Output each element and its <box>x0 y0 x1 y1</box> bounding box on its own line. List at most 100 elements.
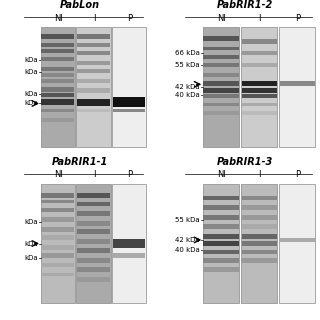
Bar <box>204 241 238 246</box>
Text: kDa: kDa <box>24 100 38 107</box>
Bar <box>77 69 110 73</box>
Bar <box>242 234 276 239</box>
Bar <box>41 227 74 232</box>
Bar <box>41 27 75 147</box>
Bar <box>77 229 110 234</box>
Bar <box>112 27 146 147</box>
Bar <box>77 202 110 206</box>
Bar <box>241 27 277 147</box>
Bar <box>41 263 74 267</box>
Text: NI: NI <box>54 14 63 23</box>
Bar <box>41 127 74 131</box>
Bar <box>41 217 74 222</box>
Bar <box>41 79 74 83</box>
Bar <box>77 79 110 83</box>
Bar <box>77 239 110 244</box>
Bar <box>242 205 276 210</box>
Bar <box>41 109 74 112</box>
Bar <box>77 268 110 272</box>
Text: 55 kDa: 55 kDa <box>175 62 200 68</box>
Text: 42 kDa: 42 kDa <box>175 237 200 243</box>
Bar <box>41 67 74 71</box>
Bar <box>76 184 110 303</box>
Bar <box>77 211 110 216</box>
Bar <box>77 248 110 253</box>
Bar <box>77 193 110 198</box>
Text: kDa: kDa <box>24 91 38 97</box>
Bar <box>242 196 276 200</box>
Bar <box>204 268 238 272</box>
Bar <box>76 27 110 147</box>
Bar <box>242 111 276 115</box>
Bar <box>204 55 238 59</box>
Text: 42 kDa: 42 kDa <box>175 84 200 90</box>
Text: I: I <box>93 171 95 180</box>
Bar <box>204 73 238 76</box>
Text: PabRIR1-1: PabRIR1-1 <box>52 157 108 167</box>
Bar <box>242 215 276 220</box>
Bar <box>41 43 74 47</box>
Bar <box>113 98 146 107</box>
Bar <box>204 258 238 263</box>
Bar <box>242 81 276 85</box>
Text: kDa: kDa <box>24 241 38 246</box>
Bar <box>41 118 74 122</box>
Bar <box>204 205 238 210</box>
Bar <box>77 61 110 65</box>
Bar <box>242 88 276 93</box>
Bar <box>242 241 276 246</box>
Bar <box>242 258 276 263</box>
Bar <box>112 184 146 303</box>
Bar <box>77 34 110 39</box>
Bar <box>41 273 74 276</box>
Bar <box>77 99 110 106</box>
Text: P: P <box>127 171 132 180</box>
Bar <box>41 208 74 212</box>
Bar <box>242 250 276 254</box>
Bar <box>204 111 238 115</box>
Text: kDa: kDa <box>24 255 38 261</box>
Text: P: P <box>127 14 132 23</box>
Bar <box>242 63 276 67</box>
Bar <box>204 250 238 254</box>
Bar <box>41 200 74 204</box>
Text: kDa: kDa <box>24 219 38 225</box>
Bar <box>280 237 315 242</box>
Text: kDa: kDa <box>24 57 38 63</box>
Bar <box>204 196 238 200</box>
Bar <box>203 27 239 147</box>
Text: PabLon: PabLon <box>60 0 100 10</box>
Bar <box>204 94 238 98</box>
Text: PabRIR1-3: PabRIR1-3 <box>217 157 273 167</box>
Bar <box>41 99 74 105</box>
Bar <box>41 235 74 240</box>
Bar <box>41 49 74 52</box>
Text: NI: NI <box>217 14 226 23</box>
Text: 40 kDa: 40 kDa <box>175 92 200 98</box>
Bar <box>77 109 110 112</box>
Bar <box>41 184 75 303</box>
Bar <box>113 253 146 258</box>
Bar <box>242 103 276 107</box>
Text: P: P <box>295 14 300 23</box>
Bar <box>204 215 238 220</box>
Text: 66 kDa: 66 kDa <box>175 50 200 56</box>
Bar <box>113 239 146 248</box>
Text: PabRIR1-2: PabRIR1-2 <box>217 0 273 10</box>
Bar <box>41 73 74 76</box>
Text: I: I <box>93 14 95 23</box>
Bar <box>77 258 110 263</box>
Text: I: I <box>259 171 261 180</box>
Bar <box>41 253 74 258</box>
Text: I: I <box>259 14 261 23</box>
Text: 55 kDa: 55 kDa <box>175 217 200 223</box>
Bar <box>113 109 146 112</box>
Text: 40 kDa: 40 kDa <box>175 246 200 252</box>
Bar <box>41 193 74 198</box>
Bar <box>204 88 238 93</box>
Bar <box>77 43 110 47</box>
Bar <box>41 57 74 61</box>
Bar <box>204 81 238 85</box>
Bar <box>41 87 74 92</box>
Bar <box>279 184 316 303</box>
